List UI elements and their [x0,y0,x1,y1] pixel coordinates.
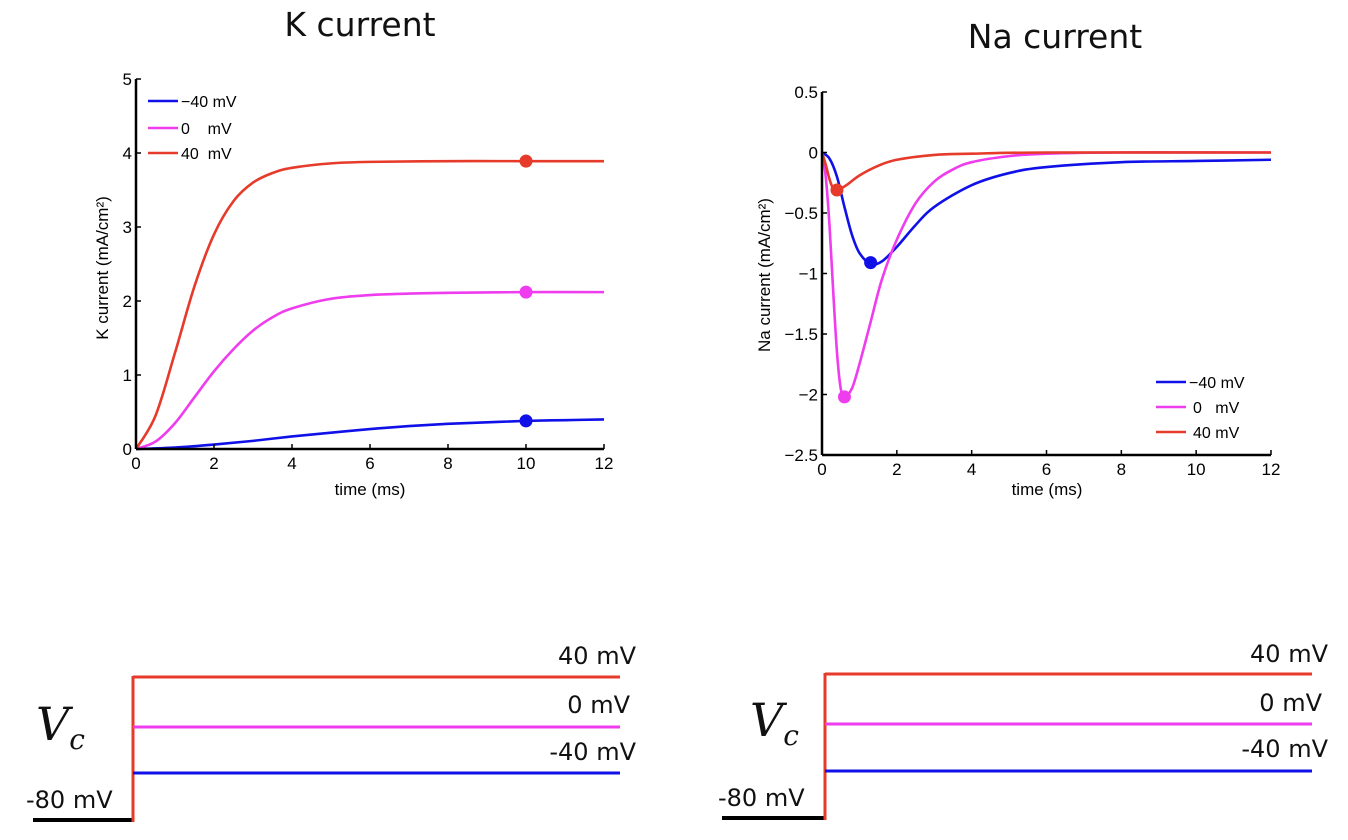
baseline-label: -80 mV [718,784,805,812]
k-legend-label-neg40: −40 mV [181,94,237,111]
k-x-tick-label: 10 [517,454,536,473]
k-x-tick-label: 2 [209,454,218,473]
k-y-tick-label: 5 [123,70,132,89]
voltage-protocol-right: Vc -80 mV 40 mV 0 mV -40 mV [718,640,1329,820]
na-x-tick-label: 12 [1262,460,1281,479]
na-legend-label-0: 0 mV [1193,400,1240,417]
step-label-40mv: 40 mV [558,642,637,670]
k-marker-zero [519,285,533,299]
k-y-tick-label: 0 [123,440,132,459]
step-label-neg40mv: -40 mV [549,738,636,766]
k-series-pos40 [134,159,604,450]
k-series-zero [135,290,605,451]
k-x-axis-label: time (ms) [335,480,406,499]
na-current-title: Na current [968,17,1143,56]
na-x-axis-label: time (ms) [1012,480,1083,499]
na-current-plot: 0 2 4 6 8 10 12−2.5−2−1.5−1−0.500.5 time (ms) … [755,83,1280,499]
na-y-axis-label: Na current (mA/cm²) [755,198,774,352]
step-label-0mv: 0 mV [1259,689,1322,717]
k-y-tick-label: 4 [123,144,132,163]
vc-symbol: Vc [750,693,799,752]
k-legend-label-0: 0 mV [181,121,232,138]
na-series-zero [820,151,1272,399]
na-x-tick-label: 10 [1187,460,1206,479]
na-legend-label-40: 40 mV [1193,425,1240,442]
na-x-tick-label: 0 [817,460,826,479]
k-marker-neg40 [519,414,533,428]
na-y-tick-label: −2 [799,386,818,405]
na-series-neg40 [821,151,1272,266]
step-label-neg40mv: -40 mV [1241,735,1328,763]
k-x-tick-label: 0 [131,454,140,473]
k-y-tick-label: 2 [123,292,132,311]
na-y-tick-label: −0.5 [784,204,818,223]
k-marker-pos40 [519,154,533,168]
k-y-tick-label: 1 [123,366,132,385]
na-y-tick-label: −1 [799,265,818,284]
k-x-tick-label: 6 [365,454,374,473]
k-x-tick-label: 8 [443,454,452,473]
step-label-0mv: 0 mV [567,691,630,719]
step-label-40mv: 40 mV [1250,640,1329,668]
na-y-tick-label: −1.5 [784,325,818,344]
k-legend-label-40: 40 mV [181,146,232,163]
voltage-protocol-left: Vc -80 mV 40 mV 0 mV -40 mV [26,642,637,822]
na-x-tick-label: 4 [967,460,976,479]
baseline-label: -80 mV [26,786,113,814]
na-x-tick-label: 6 [1042,460,1051,479]
k-y-tick-label: 3 [123,218,132,237]
vc-symbol: Vc [36,697,85,756]
k-legend: −40 mV 0 mV 40 mV [148,94,237,163]
na-x-tick-label: 8 [1117,460,1126,479]
k-x-tick-label: 4 [287,454,296,473]
na-series-pos40 [820,151,1272,193]
na-marker-neg40 [864,256,878,270]
na-legend: −40 mV 0 mV 40 mV [1156,375,1245,442]
na-marker-pos40 [830,183,844,197]
k-current-title: K current [284,5,435,44]
na-marker-zero [837,390,851,404]
k-x-tick-label: 12 [595,454,614,473]
na-y-tick-label: −2.5 [784,446,818,465]
k-y-axis-label: K current (mA/cm²) [93,196,112,340]
na-y-tick-label: 0 [809,144,818,163]
na-y-tick-label: 0.5 [794,83,818,102]
na-x-tick-label: 2 [892,460,901,479]
na-legend-label-neg40: −40 mV [1189,375,1245,392]
